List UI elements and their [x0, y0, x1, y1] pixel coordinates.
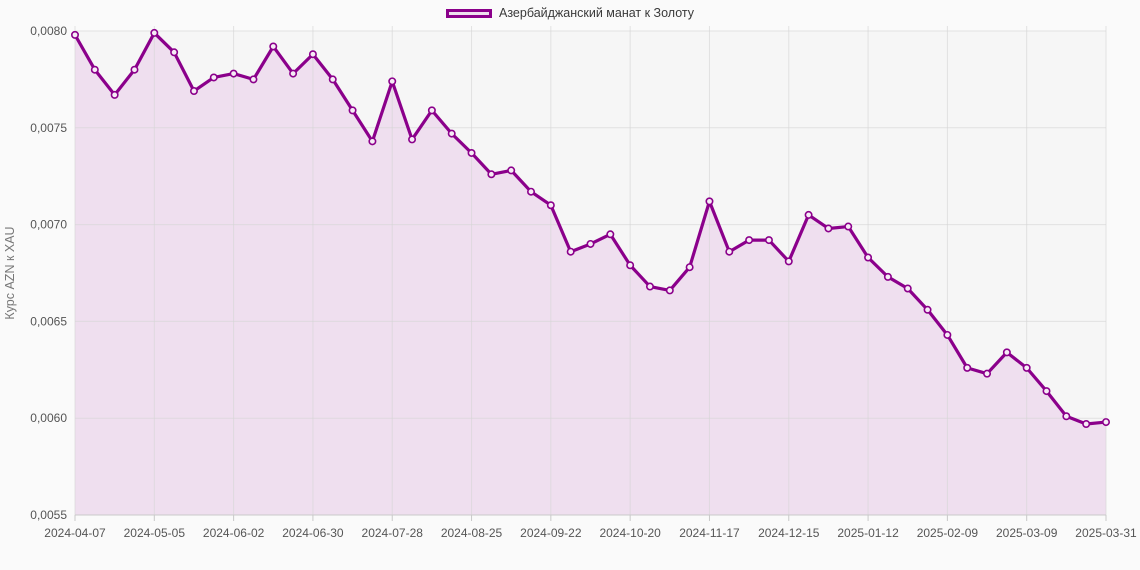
data-point-marker[interactable] — [903, 284, 912, 293]
data-point-marker[interactable] — [308, 50, 317, 59]
data-point-marker[interactable] — [546, 201, 555, 210]
data-point-marker[interactable] — [586, 239, 595, 248]
x-tick-label: 2025-02-09 — [917, 526, 979, 540]
data-point-marker[interactable] — [824, 224, 833, 233]
data-point-marker[interactable] — [1062, 412, 1071, 421]
data-point-marker[interactable] — [745, 236, 754, 245]
data-point-marker[interactable] — [467, 148, 476, 157]
x-tick-label: 2024-11-17 — [679, 526, 740, 540]
x-tick-label: 2024-07-28 — [362, 526, 424, 540]
x-tick-label: 2025-01-12 — [837, 526, 899, 540]
y-axis-title: Курс AZN к XAU — [3, 226, 17, 319]
series-area-fill — [75, 32, 1106, 515]
data-point-marker[interactable] — [189, 87, 198, 96]
data-point-marker[interactable] — [883, 272, 892, 281]
x-tick-label: 2025-03-31 — [1075, 526, 1137, 540]
data-point-marker[interactable] — [1082, 420, 1091, 429]
data-point-marker[interactable] — [170, 48, 179, 57]
x-tick-label: 2024-12-15 — [758, 526, 820, 540]
data-point-marker[interactable] — [110, 90, 119, 99]
y-tick-label: 0,0055 — [30, 508, 67, 522]
legend-series-swatch — [445, 8, 492, 18]
data-point-marker[interactable] — [507, 166, 516, 175]
data-point-marker[interactable] — [348, 106, 357, 115]
data-point-marker[interactable] — [289, 69, 298, 78]
data-point-marker[interactable] — [527, 187, 536, 196]
x-tick-label: 2024-04-07 — [44, 526, 106, 540]
y-tick-label: 0,0070 — [30, 218, 67, 232]
legend[interactable]: Азербайджанский манат к Золоту — [0, 6, 1140, 20]
data-point-marker[interactable] — [566, 247, 575, 256]
x-tick-label: 2024-05-05 — [124, 526, 186, 540]
y-tick-label: 0,0080 — [30, 24, 67, 38]
data-point-marker[interactable] — [864, 253, 873, 262]
data-point-marker[interactable] — [705, 197, 714, 206]
data-point-marker[interactable] — [844, 222, 853, 231]
data-point-marker[interactable] — [963, 363, 972, 372]
data-point-marker[interactable] — [328, 75, 337, 84]
y-tick-label: 0,0060 — [30, 411, 67, 425]
data-point-marker[interactable] — [388, 77, 397, 86]
data-point-marker[interactable] — [130, 65, 139, 74]
data-point-marker[interactable] — [685, 263, 694, 272]
data-point-marker[interactable] — [665, 286, 674, 295]
x-tick-label: 2025-03-09 — [996, 526, 1058, 540]
data-point-marker[interactable] — [90, 65, 99, 74]
data-point-marker[interactable] — [923, 305, 932, 314]
data-point-marker[interactable] — [983, 369, 992, 378]
data-point-marker[interactable] — [1102, 418, 1111, 427]
legend-series-label: Азербайджанский манат к Золоту — [498, 6, 695, 20]
data-point-marker[interactable] — [447, 129, 456, 138]
data-point-marker[interactable] — [1042, 387, 1051, 396]
data-point-marker[interactable] — [725, 247, 734, 256]
data-point-marker[interactable] — [487, 170, 496, 179]
data-point-marker[interactable] — [764, 236, 773, 245]
data-point-marker[interactable] — [1002, 348, 1011, 357]
data-point-marker[interactable] — [368, 137, 377, 146]
x-tick-label: 2024-09-22 — [520, 526, 582, 540]
data-point-marker[interactable] — [645, 282, 654, 291]
x-tick-label: 2024-08-25 — [441, 526, 503, 540]
data-point-marker[interactable] — [784, 257, 793, 266]
data-point-marker[interactable] — [249, 75, 258, 84]
data-point-marker[interactable] — [626, 261, 635, 270]
data-point-marker[interactable] — [1022, 363, 1031, 372]
data-point-marker[interactable] — [408, 135, 417, 144]
y-tick-label: 0,0075 — [30, 121, 67, 135]
y-tick-label: 0,0065 — [30, 314, 67, 328]
data-point-marker[interactable] — [150, 28, 159, 37]
data-point-marker[interactable] — [229, 69, 238, 78]
data-point-marker[interactable] — [269, 42, 278, 51]
data-point-marker[interactable] — [606, 230, 615, 239]
data-point-marker[interactable] — [804, 210, 813, 219]
x-tick-label: 2024-06-30 — [282, 526, 344, 540]
x-tick-label: 2024-10-20 — [599, 526, 661, 540]
data-point-marker[interactable] — [209, 73, 218, 82]
data-point-marker[interactable] — [71, 30, 80, 39]
data-point-marker[interactable] — [427, 106, 436, 115]
data-point-marker[interactable] — [943, 330, 952, 339]
x-tick-label: 2024-06-02 — [203, 526, 265, 540]
